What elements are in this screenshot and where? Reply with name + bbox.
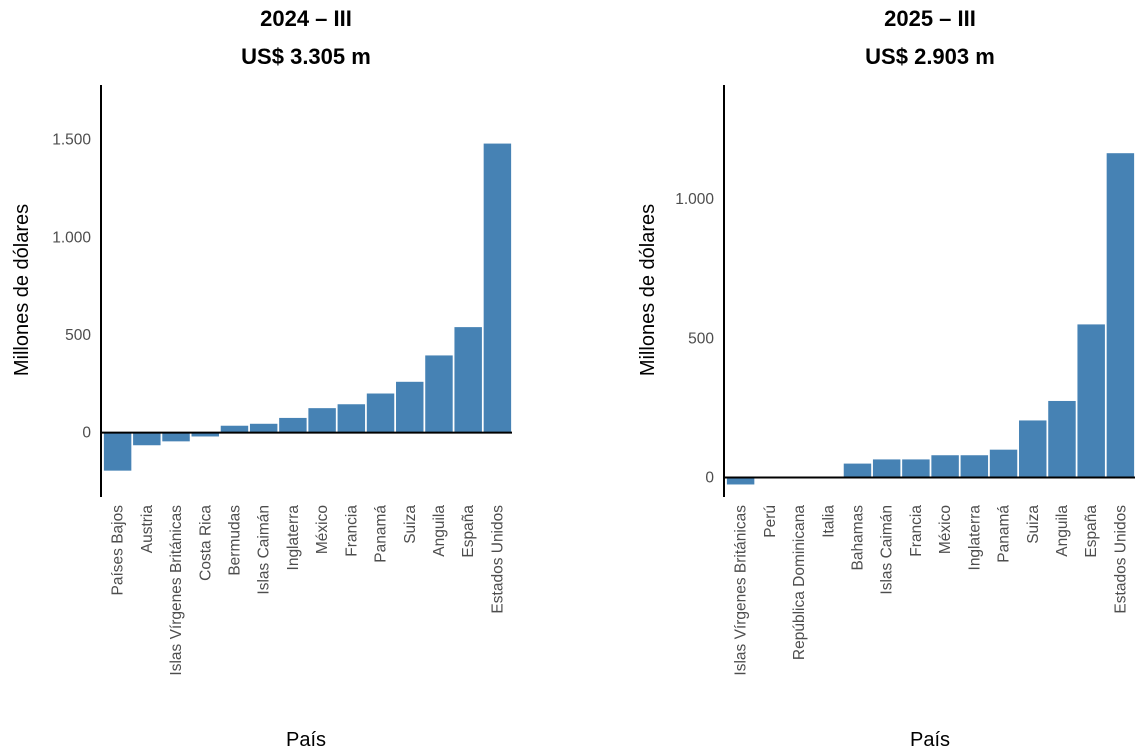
bar (425, 355, 453, 433)
y-tick-label: 1.000 (52, 229, 91, 246)
x-category-label: Bahamas (849, 505, 866, 571)
x-category-label: Inglaterra (285, 505, 302, 571)
x-category-label: Islas Caimán (879, 505, 896, 595)
bar (843, 463, 872, 478)
bar (960, 455, 989, 478)
bar (902, 459, 930, 478)
chart-panel-2: 2025 – III US$ 2.903 m 0 500 1.000 Islas Vírg… (637, 6, 1135, 751)
x-category-label: Suiza (402, 505, 419, 544)
bar (249, 423, 278, 433)
x-category-label: Países Bajos (110, 505, 127, 596)
bar (1106, 153, 1135, 478)
x-category-label: México (314, 505, 331, 554)
bar (396, 381, 424, 433)
bar (279, 417, 307, 433)
y-tick-label: 0 (705, 470, 714, 487)
x-category-label: Francia (343, 505, 360, 557)
y-tick-label: 1.500 (52, 132, 91, 149)
x-category-label: Panamá (996, 505, 1013, 563)
x-category-label: Bermudas (226, 505, 243, 576)
x-category-label: España (460, 505, 477, 558)
x-category-label: Italia (820, 505, 837, 538)
bar (133, 432, 161, 446)
x-category-label: República Dominicana (791, 505, 808, 660)
bar (308, 408, 336, 433)
x-category-label: Islas Vírgenes Británicas (733, 505, 750, 676)
x-category-label: Anguila (1054, 505, 1071, 557)
bar (1048, 400, 1076, 478)
x-category-label: México (937, 505, 954, 554)
x-category-label: Estados Unidos (1112, 505, 1129, 614)
x-category-label: Islas Caimán (256, 505, 273, 595)
bar (337, 404, 366, 433)
y-tick-label: 500 (65, 327, 91, 344)
x-category-label: Anguila (431, 505, 448, 557)
x-axis-title: País (910, 729, 950, 751)
x-category-label: Inglaterra (966, 505, 983, 571)
y-axis-title: Millones de dólares (11, 204, 33, 376)
chart-title: 2024 – III (260, 6, 352, 31)
y-axis-title: Millones de dólares (637, 204, 659, 376)
bar (454, 327, 482, 433)
x-category-label: Islas Vírgenes Británicas (168, 505, 185, 676)
x-category-label: Panamá (373, 505, 390, 563)
x-category-label: Suiza (1025, 505, 1042, 544)
bar (872, 459, 901, 478)
chart-title: 2025 – III (884, 6, 976, 31)
bar (931, 455, 959, 478)
chart-subtitle: US$ 3.305 m (241, 44, 371, 69)
bar (366, 393, 395, 433)
bar (483, 143, 512, 433)
bar (1077, 324, 1105, 478)
y-tick-label: 0 (82, 425, 91, 442)
y-tick-label: 500 (688, 330, 714, 347)
chart-panel-1: 2024 – III US$ 3.305 m 0 500 1.000 1.500 Paíse… (11, 6, 512, 751)
x-axis-title: País (286, 729, 326, 751)
bar (103, 432, 132, 471)
y-tick-label: 1.000 (675, 191, 714, 208)
bar (989, 449, 1018, 478)
x-category-label: Francia (908, 505, 925, 557)
bar (1019, 420, 1047, 478)
x-category-label: España (1083, 505, 1100, 558)
x-category-label: Perú (762, 505, 779, 538)
chart-subtitle: US$ 2.903 m (865, 44, 995, 69)
x-category-label: Costa Rica (197, 505, 214, 581)
x-category-label: Austria (139, 505, 156, 554)
x-category-label: Estados Unidos (489, 505, 506, 614)
bar (726, 477, 755, 485)
bar (191, 432, 219, 437)
bar (162, 432, 190, 442)
bar (220, 425, 249, 433)
